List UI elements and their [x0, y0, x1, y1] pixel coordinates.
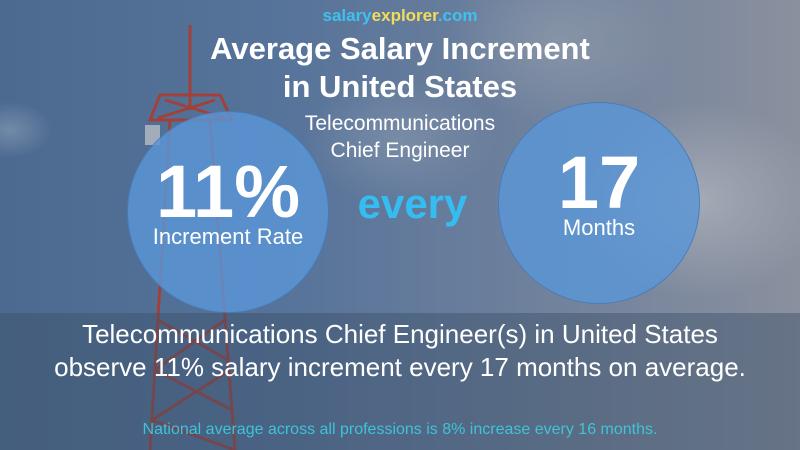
increment-rate-label: Increment Rate — [152, 224, 304, 249]
period-circle: 17 Months — [498, 102, 700, 304]
national-average-note: National average across all professions … — [142, 421, 658, 438]
increment-rate-value: 11% — [155, 150, 301, 233]
every-connector: every — [357, 180, 468, 227]
subtitle-line-1: Telecommunications — [304, 112, 496, 135]
summary-line-1: Telecommunications Chief Engineer(s) in … — [82, 319, 718, 349]
summary-text: Telecommunications Chief Engineer(s) in … — [0, 318, 800, 384]
subtitle-line-2: Chief Engineer — [330, 139, 470, 162]
logo-domain: .com — [437, 6, 478, 25]
title-line-1: Average Salary Increment — [210, 31, 590, 66]
period-value: 17 — [557, 141, 641, 224]
title-line-2: in United States — [282, 69, 518, 104]
increment-rate-circle: 11% Increment Rate — [127, 111, 329, 313]
logo-salary: salary — [322, 6, 372, 25]
summary-band — [0, 313, 800, 450]
page-title: Average Salary Increment in United State… — [0, 30, 800, 106]
job-title: Telecommunications Chief Engineer — [0, 110, 800, 164]
summary-line-2: observe 11% salary increment every 17 mo… — [54, 352, 746, 382]
site-logo[interactable]: salaryexplorer.com — [0, 6, 800, 26]
period-label: Months — [562, 215, 636, 240]
logo-explorer: explorer — [371, 6, 438, 25]
